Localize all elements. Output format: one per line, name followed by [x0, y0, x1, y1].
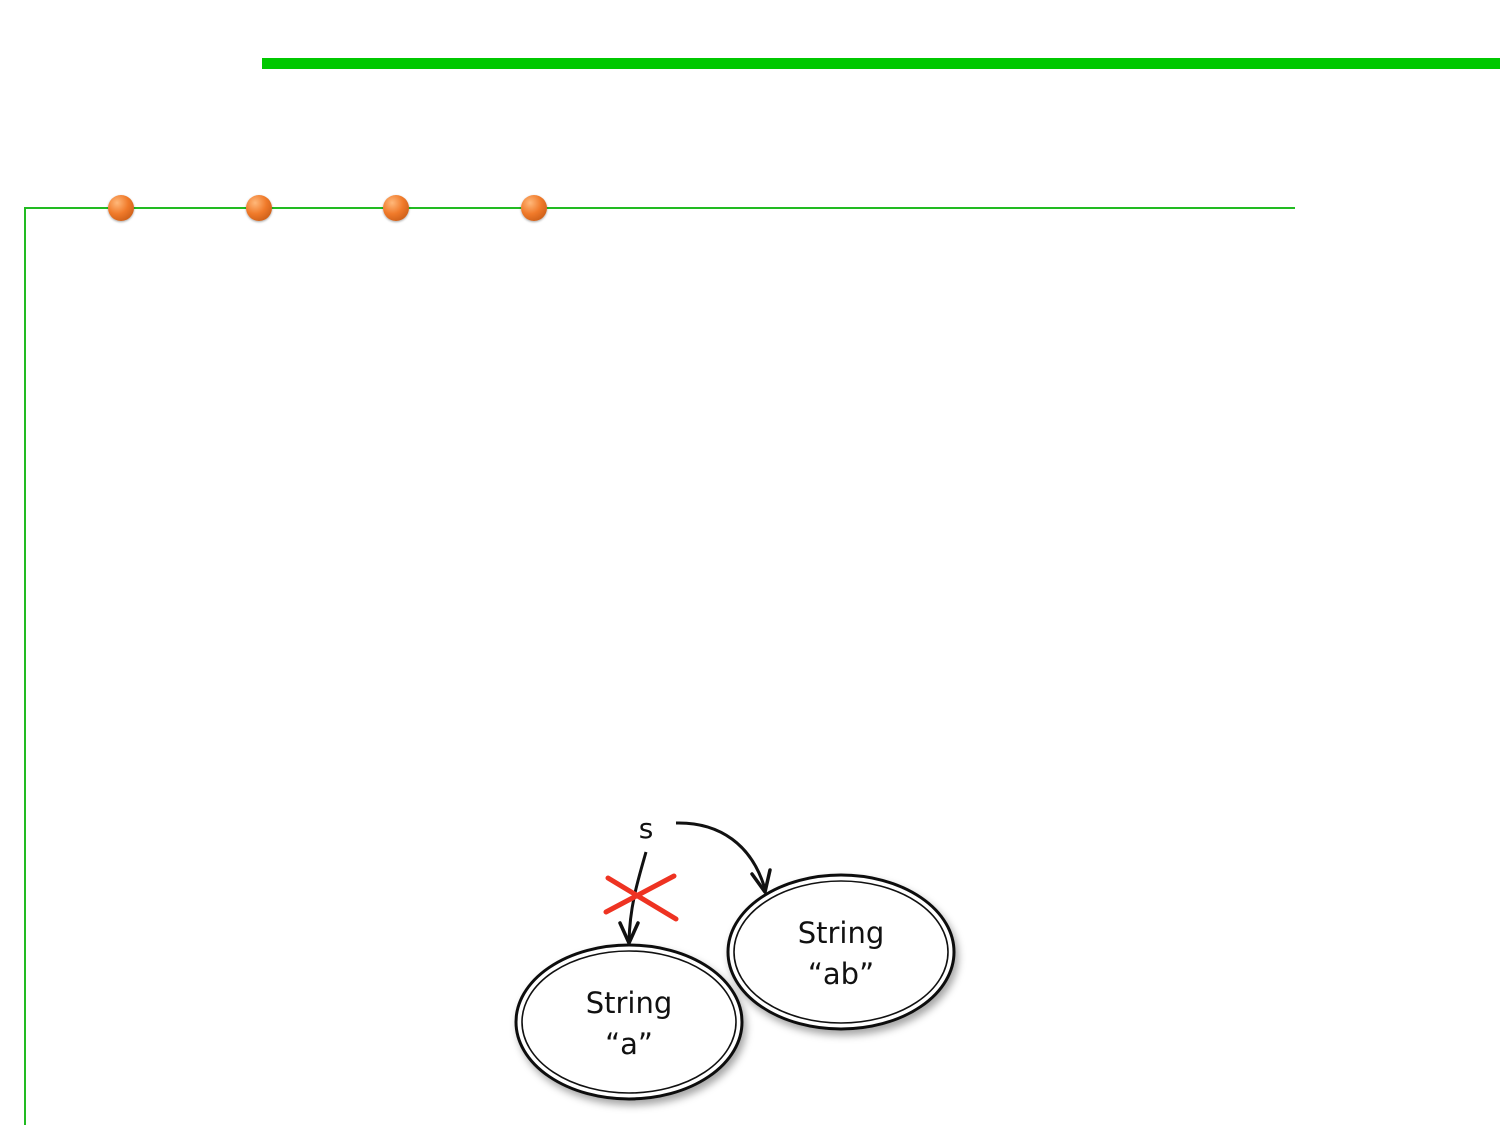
arrowhead-icon — [750, 868, 772, 894]
bullet-dot-1 — [108, 195, 134, 221]
variable-s-label: s — [639, 812, 654, 845]
cross-mark-icon — [603, 873, 679, 922]
frame-left-rule — [24, 207, 26, 1125]
frame-top-rule — [24, 207, 1295, 209]
string-object-a: String “a” — [514, 943, 744, 1101]
string-object-ab: String “ab” — [726, 873, 956, 1031]
object-a-value-label: “a” — [605, 1027, 653, 1061]
object-ab-inner-ring — [733, 880, 949, 1024]
new-reference-line — [675, 821, 767, 890]
object-ab-type-label: String — [798, 916, 885, 950]
bullet-dot-4 — [521, 195, 547, 221]
cross-stroke-2 — [603, 873, 677, 915]
object-a-inner-ring — [521, 950, 737, 1094]
object-a-type-label: String — [586, 986, 673, 1020]
new-reference-arrow — [675, 821, 772, 894]
top-accent-bar — [262, 58, 1500, 69]
bullet-dot-3 — [383, 195, 409, 221]
object-ab-value-label: “ab” — [808, 957, 874, 991]
bullet-dot-2 — [246, 195, 272, 221]
arrowhead-icon — [618, 921, 640, 945]
cross-stroke-1 — [605, 875, 679, 922]
